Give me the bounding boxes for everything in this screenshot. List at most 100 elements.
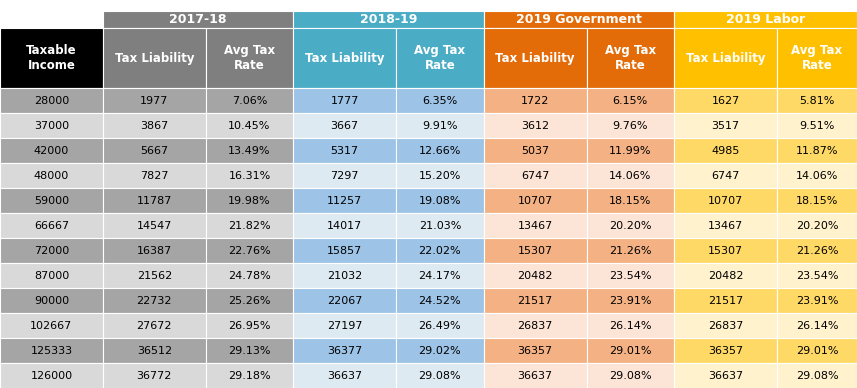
Bar (586, 288, 674, 313)
Text: 26.95%: 26.95% (228, 320, 271, 331)
Text: 6.35%: 6.35% (423, 95, 458, 106)
Bar (103, 113, 206, 138)
Text: 20.20%: 20.20% (796, 220, 838, 230)
Bar (586, 213, 674, 238)
Text: 22.76%: 22.76% (228, 246, 271, 256)
Bar (674, 163, 777, 188)
Bar (103, 88, 206, 113)
Bar (103, 363, 206, 388)
Text: 24.17%: 24.17% (418, 270, 461, 281)
Bar (103, 10, 293, 28)
Bar (396, 138, 483, 163)
Bar (777, 213, 857, 238)
Text: 29.01%: 29.01% (796, 345, 838, 355)
Bar (0, 113, 103, 138)
Text: 59000: 59000 (34, 196, 69, 206)
Text: 87000: 87000 (33, 270, 69, 281)
Bar (206, 288, 293, 313)
Bar (586, 363, 674, 388)
Text: 19.98%: 19.98% (228, 196, 271, 206)
Text: 13.49%: 13.49% (228, 146, 271, 156)
Bar (674, 263, 777, 288)
Bar (0, 238, 103, 263)
Bar (103, 313, 206, 338)
Bar (103, 238, 206, 263)
Text: 29.08%: 29.08% (609, 371, 651, 381)
Bar (0, 138, 103, 163)
Text: 29.18%: 29.18% (228, 371, 271, 381)
Bar (206, 313, 293, 338)
Bar (0, 88, 103, 113)
Bar (0, 338, 103, 363)
Text: 26.49%: 26.49% (418, 320, 461, 331)
Text: 126000: 126000 (30, 371, 73, 381)
Text: 9.91%: 9.91% (423, 121, 458, 131)
Bar (483, 238, 586, 263)
Text: 18.15%: 18.15% (796, 196, 838, 206)
Text: 28000: 28000 (33, 95, 69, 106)
Text: 36637: 36637 (708, 371, 743, 381)
Text: 5317: 5317 (331, 146, 359, 156)
Text: Avg Tax
Rate: Avg Tax Rate (605, 44, 656, 72)
Text: 72000: 72000 (33, 246, 69, 256)
Text: 13467: 13467 (708, 220, 743, 230)
Bar (396, 363, 483, 388)
Bar (0, 0, 857, 10)
Bar (586, 138, 674, 163)
Text: 102667: 102667 (30, 320, 73, 331)
Text: 2018-19: 2018-19 (360, 13, 417, 26)
Text: 29.13%: 29.13% (228, 345, 271, 355)
Bar (483, 113, 586, 138)
Bar (674, 238, 777, 263)
Bar (206, 138, 293, 163)
Text: 21.03%: 21.03% (419, 220, 461, 230)
Text: 15857: 15857 (327, 246, 363, 256)
Text: 36512: 36512 (137, 345, 171, 355)
Bar (674, 213, 777, 238)
Text: 42000: 42000 (33, 146, 69, 156)
Text: 21517: 21517 (518, 296, 553, 305)
Bar (103, 138, 206, 163)
Text: Tax Liability: Tax Liability (495, 52, 575, 64)
Bar (293, 288, 396, 313)
Bar (777, 363, 857, 388)
Bar (103, 188, 206, 213)
Bar (674, 113, 777, 138)
Bar (777, 313, 857, 338)
Bar (674, 138, 777, 163)
Text: 29.01%: 29.01% (609, 345, 651, 355)
Text: 2017-18: 2017-18 (170, 13, 227, 26)
Bar (777, 338, 857, 363)
Bar (483, 288, 586, 313)
Bar (674, 313, 777, 338)
Text: 3867: 3867 (141, 121, 168, 131)
Text: 48000: 48000 (33, 171, 69, 180)
Bar (396, 238, 483, 263)
Bar (586, 263, 674, 288)
Bar (103, 28, 206, 88)
Bar (206, 338, 293, 363)
Bar (483, 28, 586, 88)
Bar (206, 28, 293, 88)
Bar (0, 10, 103, 28)
Bar (396, 88, 483, 113)
Bar (206, 263, 293, 288)
Text: 16.31%: 16.31% (228, 171, 271, 180)
Text: 29.08%: 29.08% (795, 371, 838, 381)
Text: Tax Liability: Tax Liability (115, 52, 194, 64)
Bar (586, 238, 674, 263)
Text: 21517: 21517 (708, 296, 743, 305)
Bar (674, 88, 777, 113)
Bar (293, 28, 396, 88)
Text: 36357: 36357 (518, 345, 553, 355)
Bar (396, 163, 483, 188)
Text: 26837: 26837 (708, 320, 743, 331)
Bar (674, 338, 777, 363)
Text: 36637: 36637 (518, 371, 553, 381)
Bar (586, 113, 674, 138)
Text: 21.26%: 21.26% (796, 246, 838, 256)
Text: 18.15%: 18.15% (609, 196, 651, 206)
Bar (674, 28, 777, 88)
Text: 5667: 5667 (141, 146, 168, 156)
Bar (293, 88, 396, 113)
